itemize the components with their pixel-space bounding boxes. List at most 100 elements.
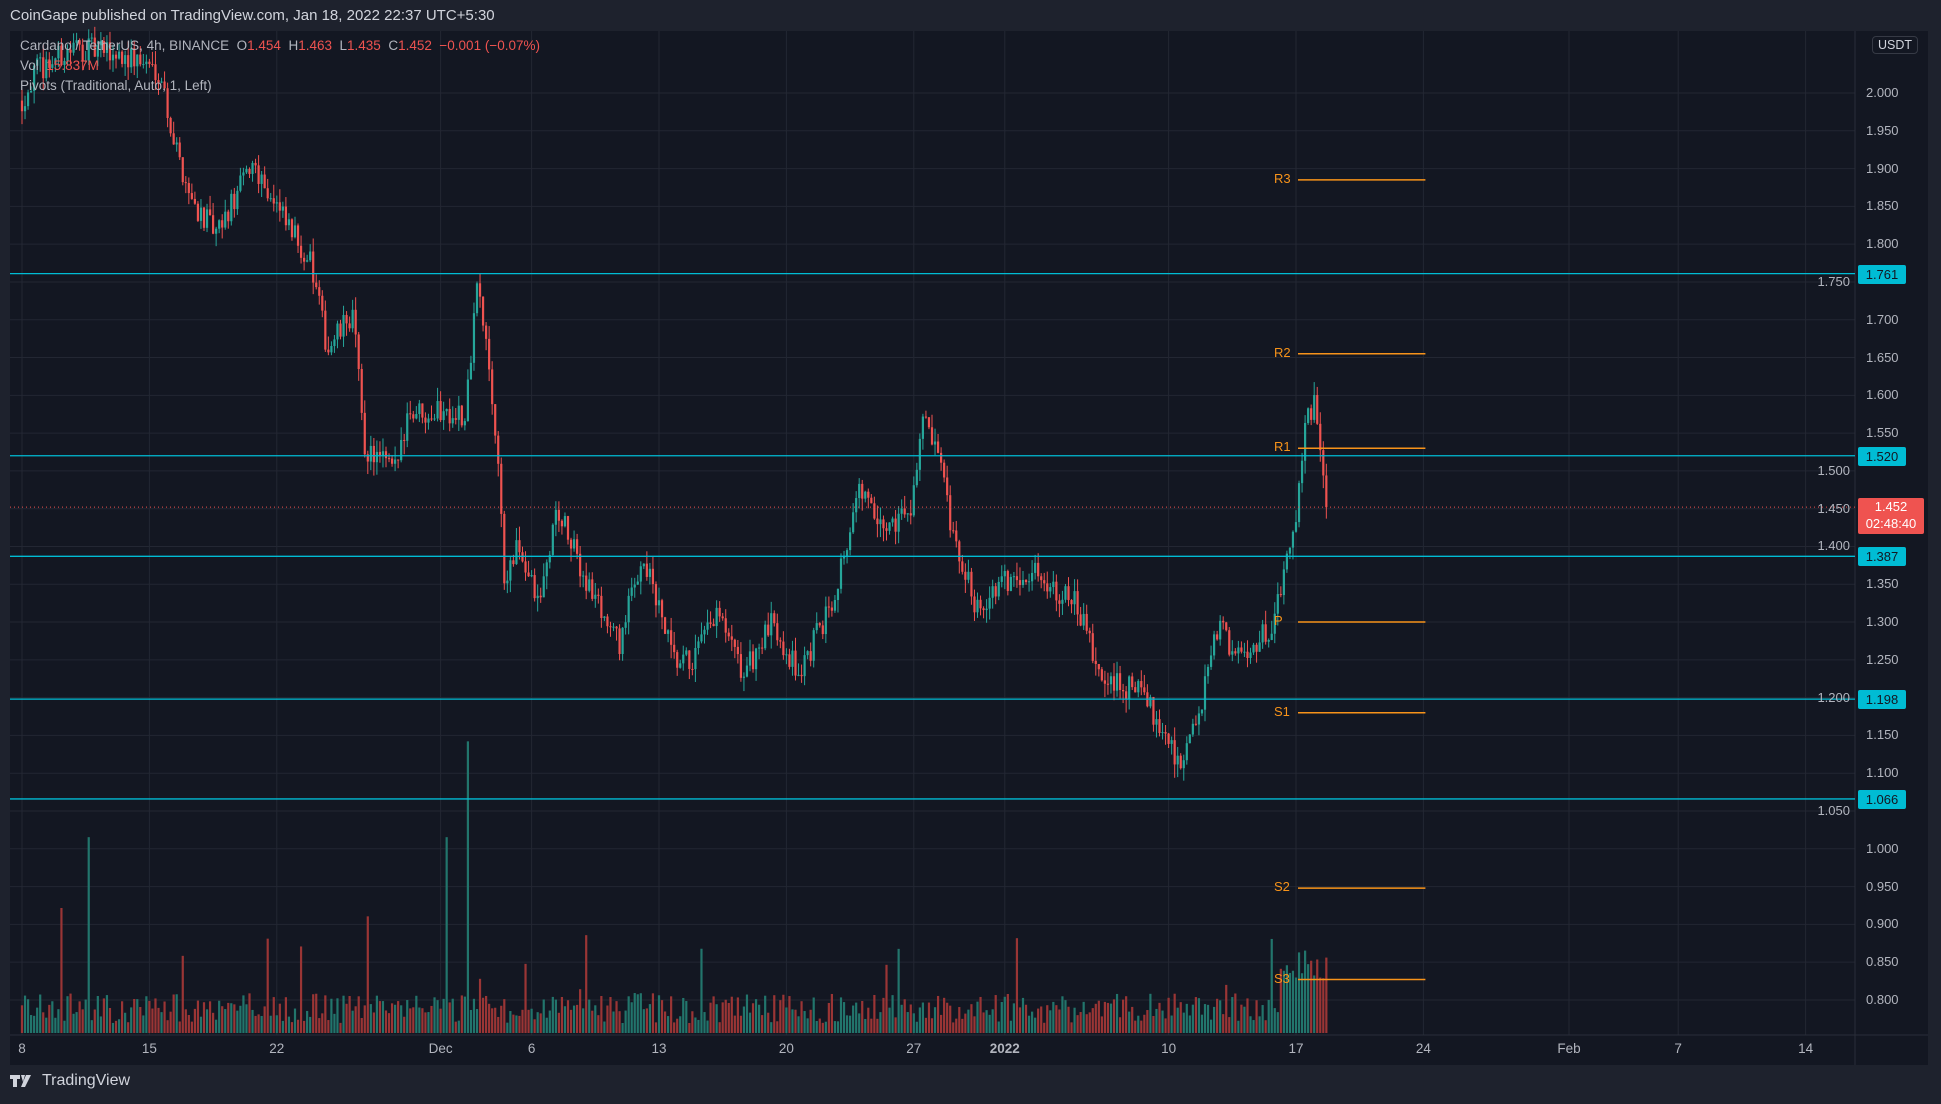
candle-body xyxy=(882,519,885,529)
volume-bar xyxy=(494,1007,497,1033)
volume-bar xyxy=(1176,1007,1179,1033)
candle-body xyxy=(78,40,81,45)
candle-body xyxy=(1149,697,1152,707)
volume-bar xyxy=(955,1018,958,1033)
candle-body xyxy=(345,314,348,324)
volume-bar xyxy=(42,1012,45,1033)
candle-body xyxy=(266,188,269,199)
candle-body xyxy=(597,594,600,596)
volume-bar xyxy=(603,1021,606,1033)
volume-bar xyxy=(48,1004,51,1033)
tradingview-logo-icon xyxy=(10,1075,31,1087)
candle-body xyxy=(642,563,645,567)
chart-panel[interactable] xyxy=(10,31,1928,1065)
candle-body xyxy=(178,142,181,158)
low-value: 1.435 xyxy=(347,38,381,53)
candle-body xyxy=(175,142,178,145)
volume-bar xyxy=(312,994,315,1033)
volume-bar xyxy=(315,993,318,1033)
candle-body xyxy=(1024,579,1028,583)
volume-bar xyxy=(412,1007,415,1033)
candle-body xyxy=(466,379,469,422)
volume-bar xyxy=(488,1003,491,1033)
high-value: 1.463 xyxy=(298,38,332,53)
volume-bar xyxy=(773,995,776,1033)
volume-bar xyxy=(891,995,894,1033)
volume-bar xyxy=(351,1010,354,1033)
candle-body xyxy=(236,190,239,210)
candle-body xyxy=(1252,644,1255,653)
price-tick: 0.800 xyxy=(1866,991,1899,1007)
volume-bar xyxy=(202,1002,206,1033)
volume-bar xyxy=(915,1021,918,1033)
candle-body xyxy=(909,513,912,516)
candle-body xyxy=(1118,673,1122,690)
candle-body xyxy=(351,309,354,329)
volume-bar xyxy=(287,1016,291,1033)
candle-body xyxy=(1152,697,1155,725)
volume-bar xyxy=(163,1001,166,1033)
candle-body xyxy=(1018,580,1022,586)
candle-body xyxy=(1191,723,1194,735)
volume-bar xyxy=(909,1004,912,1033)
candle-body xyxy=(930,427,934,445)
candle-body xyxy=(539,595,542,598)
volume-bar xyxy=(582,1008,585,1033)
volume-bar xyxy=(694,1017,697,1033)
candle-body xyxy=(172,133,175,145)
candle-body xyxy=(1228,630,1231,655)
candle-body xyxy=(221,220,224,228)
candle-body xyxy=(72,42,75,53)
volume-bar xyxy=(1024,1004,1028,1033)
volume-bar xyxy=(463,996,466,1033)
candle-body xyxy=(442,411,445,421)
volume-bar xyxy=(727,1002,730,1033)
candle-body xyxy=(518,540,521,553)
volume-bar xyxy=(36,1007,39,1033)
candle-body xyxy=(30,90,33,93)
volume-bar xyxy=(169,1011,172,1033)
volume-bar xyxy=(1234,993,1237,1033)
volume-bar xyxy=(348,996,351,1033)
volume-bar xyxy=(794,1009,797,1033)
price-tick: 1.100 xyxy=(1866,765,1899,781)
candle-body xyxy=(430,418,433,420)
date-tick: Dec xyxy=(428,1041,453,1056)
volume-bar xyxy=(700,948,703,1033)
date-tick: 7 xyxy=(1674,1041,1682,1056)
volume-bar xyxy=(867,1007,870,1033)
volume-bar xyxy=(791,1009,794,1033)
volume-bar xyxy=(839,997,843,1033)
candle-body xyxy=(1270,633,1273,640)
volume-bar xyxy=(1231,997,1234,1033)
volume-bar xyxy=(670,996,673,1033)
candle-body xyxy=(1122,689,1125,692)
volume-bar xyxy=(930,1018,934,1033)
volume-bar xyxy=(121,1001,124,1033)
candle-body xyxy=(836,588,840,601)
volume-bar xyxy=(830,993,833,1033)
volume-bar xyxy=(636,994,639,1033)
volume-bar xyxy=(436,1000,439,1033)
date-tick: 10 xyxy=(1161,1041,1177,1056)
candle-body xyxy=(51,64,54,68)
volume-bar xyxy=(521,1009,524,1033)
volume-bar xyxy=(1279,968,1282,1033)
candle-body xyxy=(1231,651,1234,655)
close-value: 1.452 xyxy=(398,38,432,53)
candle-body xyxy=(1085,613,1088,631)
currency-button[interactable]: USDT xyxy=(1872,36,1919,54)
volume-bar xyxy=(606,1005,609,1033)
candle-body xyxy=(727,632,730,637)
brand-name: TradingView xyxy=(42,1072,131,1089)
candle-body xyxy=(879,519,882,525)
candle-body xyxy=(451,418,454,424)
volume-bar xyxy=(876,1018,879,1033)
volume-bar xyxy=(1319,977,1322,1033)
volume-bar xyxy=(160,1012,163,1033)
candle-body xyxy=(1155,719,1158,725)
candle-body xyxy=(572,539,576,549)
volume-bar xyxy=(1285,965,1288,1033)
volume-bar xyxy=(845,1015,849,1033)
